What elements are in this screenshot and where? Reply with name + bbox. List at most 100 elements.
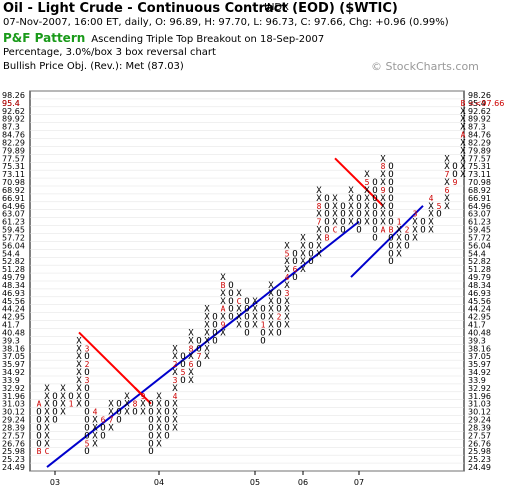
y-tick-label-left: 57.72 xyxy=(2,233,25,242)
o-box: O xyxy=(372,233,377,243)
month-marker: 5 xyxy=(85,439,90,448)
y-tick-label-right: 29.24 xyxy=(468,416,491,425)
symbol-tag: INDX xyxy=(264,2,289,13)
o-box: O xyxy=(52,416,57,426)
o-box: O xyxy=(324,226,329,236)
x-box: X xyxy=(316,241,322,251)
month-marker: 3 xyxy=(413,210,418,219)
y-tick-label-left: 48.34 xyxy=(2,281,25,290)
x-box: X xyxy=(76,344,82,354)
x-box: X xyxy=(428,218,434,228)
o-box: O xyxy=(388,210,393,220)
x-box: X xyxy=(332,194,338,204)
month-marker: B xyxy=(389,226,394,235)
o-box: O xyxy=(340,210,345,220)
x-box: X xyxy=(44,439,50,449)
y-tick-label-left: 46.93 xyxy=(2,289,25,298)
x-box: X xyxy=(236,313,242,323)
month-marker: 5 xyxy=(285,249,290,258)
x-box: X xyxy=(60,392,66,402)
x-tick-label: 05 xyxy=(250,478,260,487)
x-box: X xyxy=(92,439,98,449)
x-tick-label: 06 xyxy=(298,478,308,487)
y-tick-label-left: 28.39 xyxy=(2,423,25,432)
x-box: X xyxy=(300,257,306,267)
x-box: X xyxy=(380,154,386,164)
x-box: X xyxy=(460,146,466,156)
o-box: O xyxy=(356,210,361,220)
x-box: X xyxy=(380,210,386,220)
x-box: X xyxy=(396,241,402,251)
o-box: O xyxy=(164,400,169,410)
o-box: O xyxy=(228,281,233,291)
x-box: X xyxy=(364,210,370,220)
y-tick-label-left: 31.96 xyxy=(2,392,25,401)
x-box: X xyxy=(252,297,258,307)
x-tick-label: 03 xyxy=(50,478,60,487)
o-box: O xyxy=(52,392,57,402)
y-tick-label-right: 30.12 xyxy=(468,408,491,417)
x-box: X xyxy=(220,273,226,283)
x-box: X xyxy=(284,281,290,291)
x-box: X xyxy=(76,336,82,346)
o-box: O xyxy=(356,218,361,228)
month-marker: 2 xyxy=(277,313,282,322)
x-box: X xyxy=(316,194,322,204)
x-box: X xyxy=(412,226,418,236)
x-box: X xyxy=(332,202,338,212)
y-tick-label-right: 40.48 xyxy=(468,328,491,337)
o-box: O xyxy=(116,400,121,410)
y-tick-label-right: 61.23 xyxy=(468,218,491,227)
x-box: X xyxy=(348,218,354,228)
o-box: O xyxy=(84,408,89,418)
month-marker: 6 xyxy=(189,360,194,369)
x-box: X xyxy=(460,162,466,172)
x-box: X xyxy=(316,233,322,243)
o-box: O xyxy=(244,297,249,307)
month-marker: 6 xyxy=(101,416,106,425)
o-box: O xyxy=(452,162,457,172)
o-box: O xyxy=(164,431,169,441)
y-tick-label-left: 73.11 xyxy=(2,170,25,179)
o-box: O xyxy=(84,431,89,441)
o-box: O xyxy=(324,218,329,228)
y-tick-label-left: 66.91 xyxy=(2,194,25,203)
o-box: O xyxy=(52,408,57,418)
y-tick-label-right: 32.92 xyxy=(468,384,491,393)
o-box: O xyxy=(116,408,121,418)
y-tick-label-left: 44.24 xyxy=(2,305,25,314)
x-box: X xyxy=(156,423,162,433)
x-box: X xyxy=(268,313,274,323)
y-tick-label-left: 87.3 xyxy=(2,123,20,132)
y-tick-label-right: 98.26 xyxy=(468,91,491,100)
y-tick-label-right: 28.39 xyxy=(468,423,491,432)
o-box: O xyxy=(196,360,201,370)
x-box: X xyxy=(60,408,66,418)
x-box: X xyxy=(220,328,226,338)
month-marker: 6 xyxy=(445,186,450,195)
o-box: O xyxy=(132,408,137,418)
x-box: X xyxy=(316,210,322,220)
x-axis: 03 04 05 06 07 xyxy=(50,471,364,487)
x-box: X xyxy=(268,328,274,338)
y-tick-label-left: 79.89 xyxy=(2,146,25,155)
o-box: O xyxy=(212,321,217,331)
resistance-trendline xyxy=(78,331,144,397)
y-tick-label-left: 40.48 xyxy=(2,328,25,337)
month-marker: B xyxy=(461,99,466,108)
y-tick-label-right: 25.23 xyxy=(468,455,491,464)
month-marker: 7 xyxy=(109,416,114,425)
x-box: X xyxy=(380,218,386,228)
y-tick-label-left: 39.3 xyxy=(2,336,20,345)
x-box: X xyxy=(364,186,370,196)
month-marker: 3 xyxy=(285,289,290,298)
month-marker: 9 xyxy=(381,186,386,195)
x-box: X xyxy=(76,384,82,394)
x-box: X xyxy=(204,344,210,354)
x-box: X xyxy=(44,408,50,418)
o-box: O xyxy=(324,194,329,204)
x-box: X xyxy=(44,400,50,410)
o-box: O xyxy=(276,297,281,307)
x-box: X xyxy=(76,392,82,402)
x-box: X xyxy=(204,328,210,338)
